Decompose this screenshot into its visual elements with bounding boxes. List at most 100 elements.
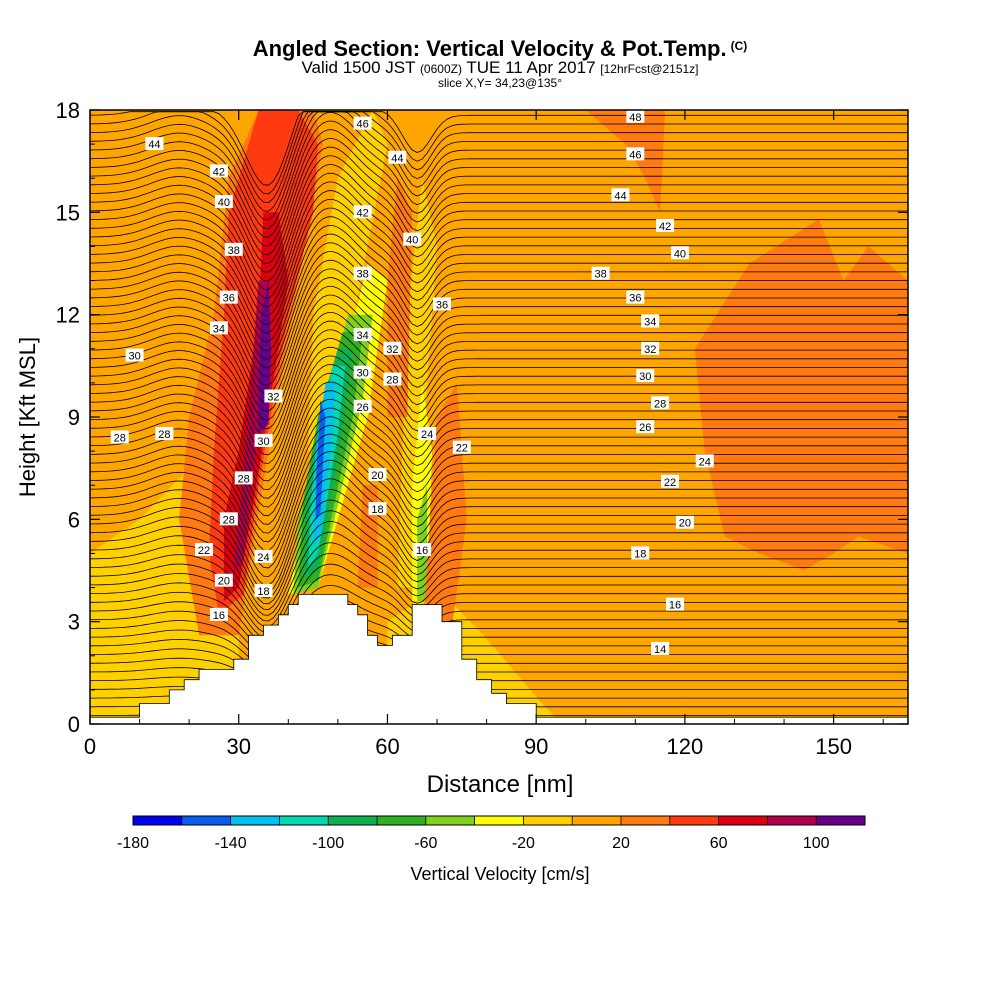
contour-label-text: 38 — [357, 269, 369, 281]
theta-contour-line — [90, 553, 908, 633]
colorbar-tick-label: 100 — [803, 835, 830, 852]
contour-label: 28 — [110, 430, 129, 444]
contour-label-text: 36 — [629, 293, 641, 305]
contour-label: 24 — [254, 549, 273, 564]
theta-contour-line — [90, 433, 908, 551]
contour-label: 20 — [675, 515, 694, 530]
contour-label-text: 28 — [386, 374, 398, 386]
contour-label: 30 — [353, 365, 372, 380]
x-axis-label: Distance [nm] — [427, 771, 574, 798]
colorbar-swatch — [133, 816, 183, 825]
theta-contour-line — [90, 416, 908, 534]
forecast-info: [12hrFcst@2151z] — [600, 62, 699, 76]
theta-contour-line — [90, 303, 908, 421]
y-tick-label: 0 — [68, 712, 80, 737]
contour-label: 44 — [611, 188, 630, 202]
theta-contour-line — [90, 489, 908, 599]
theta-contour-line — [90, 129, 908, 247]
contour-label-text: 26 — [639, 422, 651, 434]
y-tick-label: 9 — [68, 405, 80, 430]
contour-label: 28 — [234, 471, 253, 485]
contour-label: 16 — [665, 597, 684, 612]
velocity-region — [397, 178, 437, 588]
theta-contour-line — [90, 286, 908, 404]
contour-label-text: 28 — [223, 514, 235, 526]
contour-label: 32 — [383, 341, 402, 356]
theta-contour-line — [90, 138, 908, 256]
contour-label-text: 44 — [391, 153, 403, 165]
contour-label-text: 32 — [644, 344, 656, 356]
contour-label-text: 26 — [357, 402, 369, 414]
chart-title: Angled Section: Vertical Velocity & Pot.… — [0, 36, 1000, 62]
colorbar-tick-label: -60 — [414, 835, 437, 852]
contour-label-text: 22 — [198, 545, 210, 557]
contour-label: 42 — [656, 218, 675, 233]
theta-contour-line — [90, 364, 908, 482]
contour-label: 30 — [254, 433, 273, 448]
y-tick-label: 12 — [56, 303, 80, 328]
y-tick-label: 18 — [56, 98, 80, 123]
theta-contour-line — [90, 649, 908, 685]
theta-contour-line — [90, 510, 908, 611]
colorbar-tick-label: 20 — [612, 835, 630, 852]
colorbar-swatch — [474, 816, 524, 825]
theta-contour-line — [90, 294, 908, 412]
contour-label: 46 — [626, 147, 645, 161]
colorbar-swatch — [718, 816, 768, 825]
contour-label: 34 — [641, 314, 660, 328]
velocity-region — [308, 110, 388, 452]
contour-label-text: 34 — [213, 323, 225, 335]
theta-contour-line — [90, 398, 908, 517]
theta-contour-line — [90, 442, 908, 560]
contour-label-text: 34 — [357, 330, 369, 342]
contour-label-text: 42 — [357, 207, 369, 219]
contour-label: 18 — [368, 502, 387, 516]
valid-date: TUE 11 Apr 2017 — [466, 58, 596, 77]
theta-contour-line — [90, 381, 908, 499]
theta-contour-line — [90, 259, 908, 378]
theta-contour-line — [90, 521, 908, 616]
x-tick-label: 90 — [524, 734, 548, 759]
contour-label-text: 30 — [128, 351, 140, 363]
contour-label-text: 18 — [371, 504, 383, 516]
theta-contour-line — [90, 499, 908, 605]
colorbar-label: Vertical Velocity [cm/s] — [410, 864, 589, 884]
contour-label-text: 30 — [257, 436, 269, 448]
colorbar-swatch — [377, 816, 427, 825]
colorbar-frame — [132, 815, 866, 826]
theta-contour-line — [90, 164, 908, 282]
contour-label-text: 14 — [654, 644, 666, 656]
contour-label-text: 48 — [629, 112, 641, 124]
contour-label-text: 40 — [218, 197, 230, 209]
contour-label: 32 — [641, 341, 660, 356]
theta-contour-line — [90, 172, 908, 291]
contour-label: 18 — [254, 583, 273, 598]
contour-label: 36 — [626, 290, 645, 305]
colorbar-swatch — [816, 816, 866, 825]
contour-label-text: 28 — [114, 432, 126, 444]
colorbar-swatch — [328, 816, 378, 825]
contour-label-text: 20 — [218, 576, 230, 588]
contour-label: 48 — [626, 110, 645, 124]
theta-contour-line — [90, 574, 908, 645]
contour-label-text: 40 — [674, 248, 686, 260]
contour-label: 18 — [631, 546, 650, 560]
contour-label: 22 — [452, 440, 471, 455]
x-tick-label: 30 — [226, 734, 250, 759]
velocity-region — [585, 110, 666, 213]
theta-contour-line — [90, 225, 908, 343]
contour-label: 44 — [388, 150, 407, 165]
colorbar-swatch — [181, 816, 231, 825]
contour-label-text: 40 — [406, 235, 418, 247]
theta-contour-line — [90, 595, 908, 656]
contour-label: 30 — [636, 369, 655, 383]
colorbar-tick-label: -140 — [215, 835, 247, 852]
terrain — [90, 594, 908, 724]
theta-contour-line — [90, 627, 908, 674]
theta-contour-line — [90, 111, 908, 195]
contour-label-text: 24 — [421, 429, 433, 441]
theta-contour-line — [90, 111, 908, 212]
colorbar-swatch — [669, 816, 719, 825]
